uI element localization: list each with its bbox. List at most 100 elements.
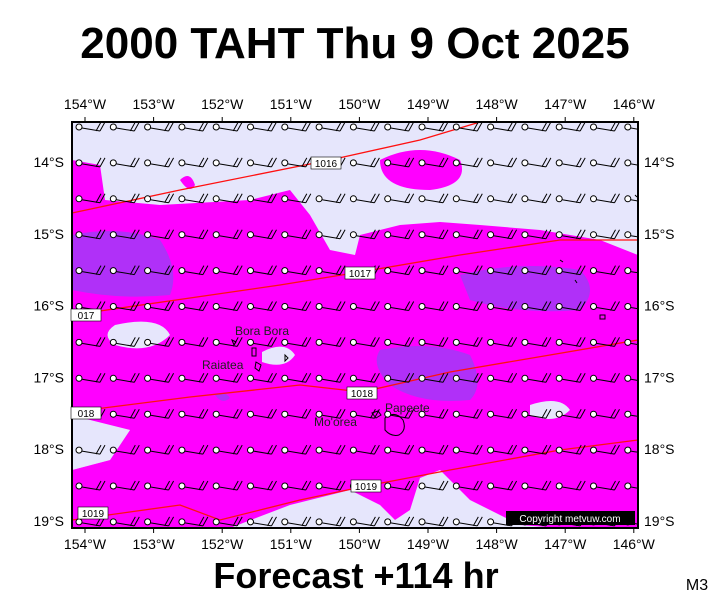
barb-station xyxy=(212,195,220,203)
barb-station xyxy=(247,303,254,310)
barb xyxy=(630,450,638,453)
isobar-label-box xyxy=(70,308,102,322)
barb-station xyxy=(212,231,220,239)
place-name: Mo'orea xyxy=(314,415,357,429)
barb xyxy=(630,486,638,489)
barb-station xyxy=(315,374,323,382)
barb xyxy=(150,229,175,240)
barb xyxy=(116,122,140,132)
barb-station xyxy=(418,482,426,490)
barb xyxy=(184,265,209,276)
barb-station xyxy=(452,303,460,310)
barb xyxy=(81,265,106,276)
barb-station xyxy=(315,410,323,418)
barb xyxy=(116,265,140,276)
barb xyxy=(630,271,638,274)
barb xyxy=(287,229,312,240)
barb xyxy=(630,342,638,346)
barb-station xyxy=(555,159,563,167)
barb xyxy=(527,373,552,383)
barb xyxy=(81,444,106,455)
barb xyxy=(424,265,449,276)
barb xyxy=(81,337,106,347)
lon-label-top: 151°W xyxy=(270,96,313,112)
barb-station xyxy=(349,231,357,239)
barb xyxy=(116,337,140,347)
barb-station xyxy=(247,195,254,203)
barb-station xyxy=(212,374,220,382)
barb xyxy=(322,373,346,383)
barb xyxy=(390,444,415,455)
barb-station xyxy=(178,446,186,454)
barb-station xyxy=(349,338,357,346)
barb-station xyxy=(487,159,495,167)
forecast: Forecast +114 hr xyxy=(213,555,498,596)
barb-station xyxy=(590,303,597,310)
barb-station xyxy=(144,374,152,382)
barb-station xyxy=(144,518,152,526)
barb-station xyxy=(109,374,117,382)
barb xyxy=(356,444,380,455)
barb-station xyxy=(281,303,289,310)
barb-station xyxy=(555,303,563,310)
barb xyxy=(116,193,140,204)
lon-label-top: 148°W xyxy=(476,96,519,112)
barb-station xyxy=(178,231,186,239)
barb xyxy=(184,373,209,383)
barb xyxy=(596,193,620,204)
lon-label-top: 146°W xyxy=(613,96,656,112)
barb-station xyxy=(555,338,563,346)
barb xyxy=(390,516,415,527)
barb xyxy=(322,265,346,276)
wind-barbs xyxy=(75,122,638,527)
barb xyxy=(596,337,620,347)
barb-station xyxy=(418,303,426,310)
barb-station xyxy=(418,518,426,526)
barb-station xyxy=(521,338,529,346)
barb-station xyxy=(281,195,289,203)
barb xyxy=(562,408,586,419)
barb xyxy=(219,265,243,276)
lon-label-bottom: 149°W xyxy=(407,536,450,552)
barb-station xyxy=(590,482,597,490)
barb-station xyxy=(521,123,529,131)
barb-station xyxy=(384,123,392,131)
barb-station xyxy=(487,231,495,239)
barb xyxy=(527,301,552,311)
barb-station xyxy=(178,482,186,490)
barb xyxy=(253,480,277,491)
barb xyxy=(390,480,415,491)
barb-station xyxy=(109,410,117,418)
barb-station xyxy=(247,159,254,167)
barb-station xyxy=(109,123,117,131)
barb xyxy=(390,229,415,240)
barb xyxy=(184,516,209,527)
barb xyxy=(562,301,586,311)
barb xyxy=(219,229,243,240)
barb xyxy=(322,301,346,311)
barb xyxy=(630,127,638,130)
barb xyxy=(459,408,483,419)
lon-label-bottom: 150°W xyxy=(338,536,381,552)
barb xyxy=(390,408,415,419)
barb-station xyxy=(212,518,220,526)
barb xyxy=(356,408,380,419)
barb-station xyxy=(555,267,563,275)
barb xyxy=(150,301,175,311)
barb-station xyxy=(75,338,83,346)
barb xyxy=(527,444,552,455)
barb-station xyxy=(624,482,632,490)
barb-station xyxy=(144,410,152,418)
lat-label-left: 14°S xyxy=(33,154,64,170)
barb-station xyxy=(384,482,392,490)
barb-station xyxy=(281,159,289,167)
barb xyxy=(81,157,106,168)
barb xyxy=(424,337,449,347)
barb-station xyxy=(418,159,426,167)
barb xyxy=(562,337,586,347)
barb-station xyxy=(144,482,152,490)
barb-station xyxy=(624,267,632,275)
barb xyxy=(150,373,175,383)
barb xyxy=(459,265,483,276)
barb xyxy=(287,265,312,276)
